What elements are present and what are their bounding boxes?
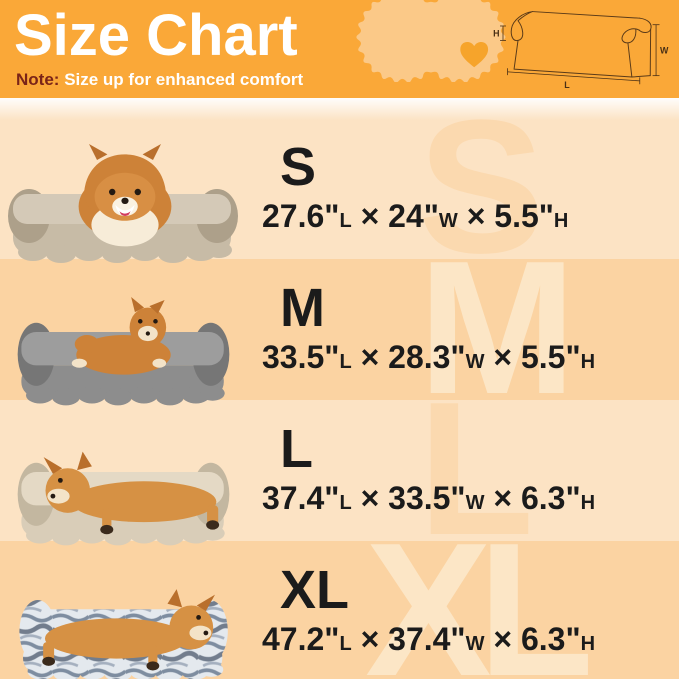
svg-text:H: H — [493, 29, 499, 39]
svg-text:W: W — [660, 45, 669, 55]
svg-text:L: L — [564, 80, 570, 88]
